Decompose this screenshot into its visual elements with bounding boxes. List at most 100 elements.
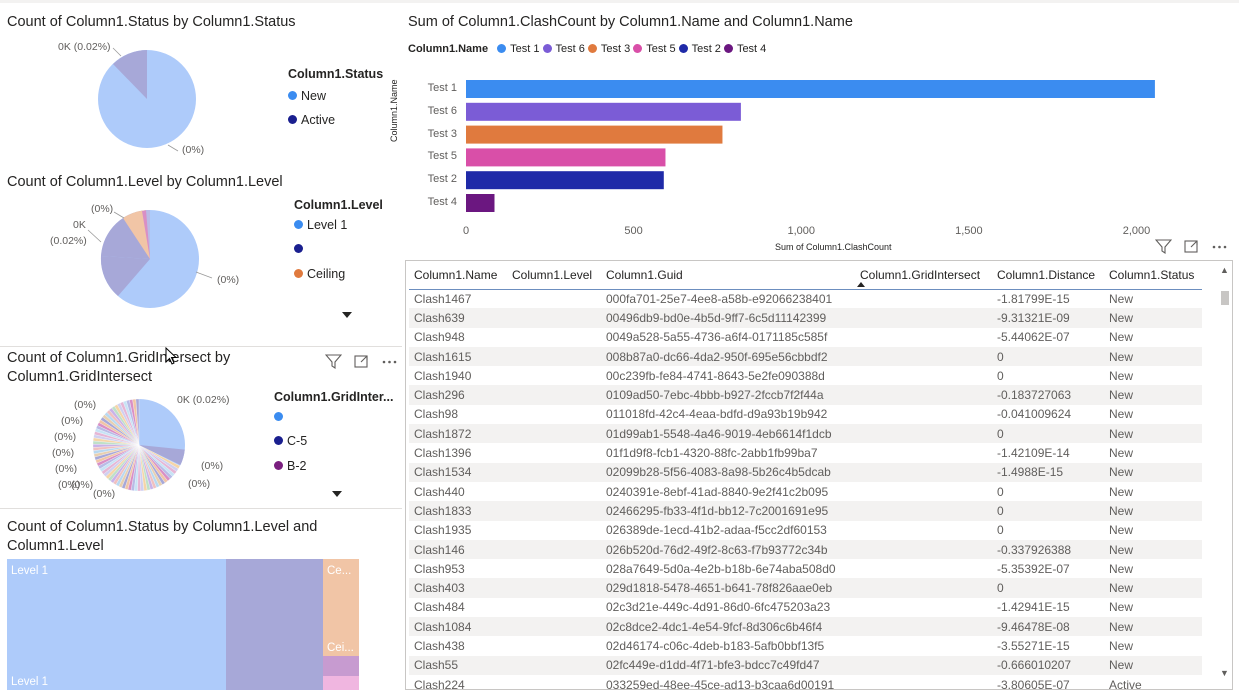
pie-graphic[interactable] [0, 8, 400, 168]
pie-graphic[interactable] [0, 168, 400, 344]
legend-item[interactable]: Test 2 [678, 43, 721, 55]
table-row[interactable]: Clash146 026b520d-76d2-49f2-8c63-f7b93772… [409, 539, 1202, 560]
bar-chart-clashcount[interactable]: Sum of Column1.ClashCount by Column1.Nam… [389, 8, 1233, 256]
table-cell [507, 289, 601, 308]
bar-test-1[interactable] [466, 80, 1155, 98]
table-row[interactable]: Clash1872 01d99ab1-5548-4a46-9019-4eb6614… [409, 424, 1202, 444]
legend-item-level1[interactable]: Level 1 [294, 218, 347, 232]
table-row[interactable]: Clash1833 02466295-fb33-4f1d-bb12-7c20016… [409, 501, 1202, 521]
table-row[interactable]: Clash98 011018fd-42c4-4eaa-bdfd-d9a93b19b… [409, 405, 1202, 424]
scroll-up-icon[interactable]: ▲ [1220, 265, 1229, 275]
scroll-down-icon[interactable]: ▼ [1220, 668, 1229, 678]
y-tick-label: Test 3 [427, 127, 457, 140]
more-options-icon[interactable] [381, 353, 400, 369]
table-row[interactable]: Clash224 033259ed-48ee-45ce-ad13-b3caa6d0… [409, 675, 1202, 690]
table-cell: Active [1109, 677, 1142, 690]
y-tick-label: Test 2 [427, 173, 457, 186]
table-row[interactable]: Clash1467 000fa701-25e7-4ee8-a58b-e920662… [409, 289, 1202, 308]
bar-test-4[interactable] [466, 194, 495, 212]
table-cell: -0.337926388 [992, 539, 1104, 560]
filter-icon[interactable] [1155, 238, 1174, 254]
scrollbar-thumb[interactable] [1221, 291, 1229, 305]
table-row[interactable]: Clash1396 01f1d9f8-fcb1-4320-88fc-2abb1fb… [409, 443, 1202, 462]
table-cell [855, 289, 992, 308]
bar-test-2[interactable] [466, 171, 664, 190]
table-row[interactable]: Clash1534 02099b28-5f56-4083-8a98-5b26c4b… [409, 462, 1202, 482]
pie-slice[interactable] [138, 444, 181, 469]
pie-chart-status[interactable]: Count of Column1.Status by Column1.Statu… [0, 8, 400, 168]
column-header-name[interactable]: Column1.Name [409, 261, 507, 290]
focus-mode-icon[interactable] [353, 353, 372, 369]
column-header-level[interactable]: Column1.Level [507, 261, 601, 290]
table-cell: Clash146 [409, 539, 507, 560]
legend-item-c5[interactable]: C-5 [274, 434, 307, 448]
table-row[interactable]: Clash296 0109ad50-7ebc-4bbb-b927-2fccb7f2… [409, 385, 1202, 405]
column-header-distance[interactable]: Column1.Distance [992, 261, 1104, 290]
table-row[interactable]: Clash484 02c3d21e-449c-4d91-86d0-6fc47520… [409, 598, 1202, 617]
table-row[interactable]: Clash1940 00c239fb-fe84-4741-8643-5e2fe09… [409, 366, 1202, 385]
vertical-scrollbar[interactable]: ▲ ▼ [1220, 265, 1230, 685]
legend-item-ceiling[interactable]: Ceiling [294, 267, 345, 281]
legend-item[interactable]: Test 6 [542, 43, 585, 55]
table-cell: Clash224 [414, 677, 465, 690]
table-cell: -1.81799E-15 [997, 291, 1070, 306]
table-cell [507, 482, 601, 501]
legend-item-b2[interactable]: B-2 [274, 459, 306, 473]
table-cell: Clash296 [409, 385, 507, 405]
treemap-cell[interactable] [323, 676, 359, 690]
more-options-icon[interactable] [1211, 238, 1230, 254]
legend-item[interactable]: Test 5 [633, 43, 676, 55]
treemap-cell-level1-active[interactable] [226, 559, 323, 690]
table-row[interactable]: Clash438 02d46174-c06c-4deb-b183-5afb0bbf… [409, 636, 1202, 655]
column-header-guid[interactable]: Column1.Guid [601, 261, 855, 290]
focus-mode-icon[interactable] [1183, 238, 1202, 254]
table-row[interactable]: Clash1615 008b87a0-dc66-4da2-950f-695e56c… [409, 346, 1202, 367]
legend-dot [633, 43, 643, 53]
clash-table[interactable]: Column1.Name Column1.Level Column1.Guid … [405, 260, 1233, 690]
visual-title-line2: Column1.Level [7, 538, 104, 554]
table-cell [507, 578, 601, 598]
table-row[interactable]: Clash953 028a7649-5d0a-4e2b-b18b-6e74aba5… [409, 559, 1202, 578]
pie-graphic[interactable] [0, 347, 402, 507]
data-label: 0K (0.02%) [177, 394, 230, 406]
bar-test-6[interactable] [466, 102, 741, 121]
legend-item[interactable]: Test 3 [587, 43, 630, 55]
legend-item-new[interactable]: New [288, 89, 326, 103]
treemap-cell-level1[interactable]: Level 1 Level 1 [7, 559, 226, 690]
table-row[interactable]: Clash403 029d1818-5478-4651-b641-78f826aa… [409, 578, 1202, 598]
treemap-cell[interactable] [323, 656, 359, 676]
legend-item-active[interactable]: Active [288, 113, 335, 127]
column-header-status[interactable]: Column1.Status [1104, 261, 1202, 290]
table-cell: Clash1084 [409, 617, 507, 637]
pie-chart-level[interactable]: Count of Column1.Level by Column1.Level … [0, 168, 400, 344]
table-cell: New [1104, 462, 1202, 482]
bar-test-5[interactable] [466, 148, 666, 167]
legend-dot [274, 436, 283, 446]
legend-item-blank[interactable] [294, 242, 307, 256]
table-row[interactable]: Clash1084 02c8dce2-4dc1-4e54-9fcf-8d306c6… [409, 617, 1202, 637]
treemap-cell-ceiling[interactable]: Ce... Cei... [323, 559, 359, 656]
legend-scroll-down-icon[interactable] [342, 312, 352, 318]
table-row[interactable]: Clash55 02fc449e-d1dd-4f71-bfe3-bdcc7c49f… [409, 655, 1202, 675]
table-row[interactable]: Clash440 0240391e-8ebf-41ad-8840-9e2f41c2… [409, 482, 1202, 501]
bar-plot-area[interactable] [404, 8, 1233, 256]
pie-slice[interactable] [139, 445, 185, 466]
table-row[interactable]: Clash639 00496db9-bd0e-4b5d-9ff7-6c5d1114… [409, 308, 1202, 328]
legend-item[interactable]: Test 1 [497, 43, 540, 55]
table-row[interactable]: Clash1935 026389de-1ecd-41b2-adaa-f5cc2df… [409, 521, 1202, 540]
pie-chart-gridintersect[interactable]: Count of Column1.GridIntersect by Column… [0, 347, 402, 507]
filter-icon[interactable] [325, 353, 344, 369]
treemap-status-level[interactable]: Count of Column1.Status by Column1.Level… [0, 512, 402, 694]
legend-dot [497, 43, 507, 53]
legend-item[interactable]: Test 4 [723, 43, 766, 55]
table-cell: 011018fd-42c4-4eaa-bdfd-d9a93b19b942 [606, 407, 828, 422]
legend-dot [274, 461, 283, 471]
legend-scroll-down-icon[interactable] [332, 491, 342, 497]
table-cell [855, 443, 992, 462]
table-cell: 0 [992, 578, 1104, 598]
table-cell: Clash1467 [414, 291, 472, 306]
bar-test-3[interactable] [466, 125, 723, 144]
table-row[interactable]: Clash948 0049a528-5a55-4736-a6f4-0171185c… [409, 328, 1202, 347]
column-header-gridintersect[interactable]: Column1.GridIntersect [855, 261, 992, 290]
legend-item-blank[interactable] [274, 410, 287, 424]
